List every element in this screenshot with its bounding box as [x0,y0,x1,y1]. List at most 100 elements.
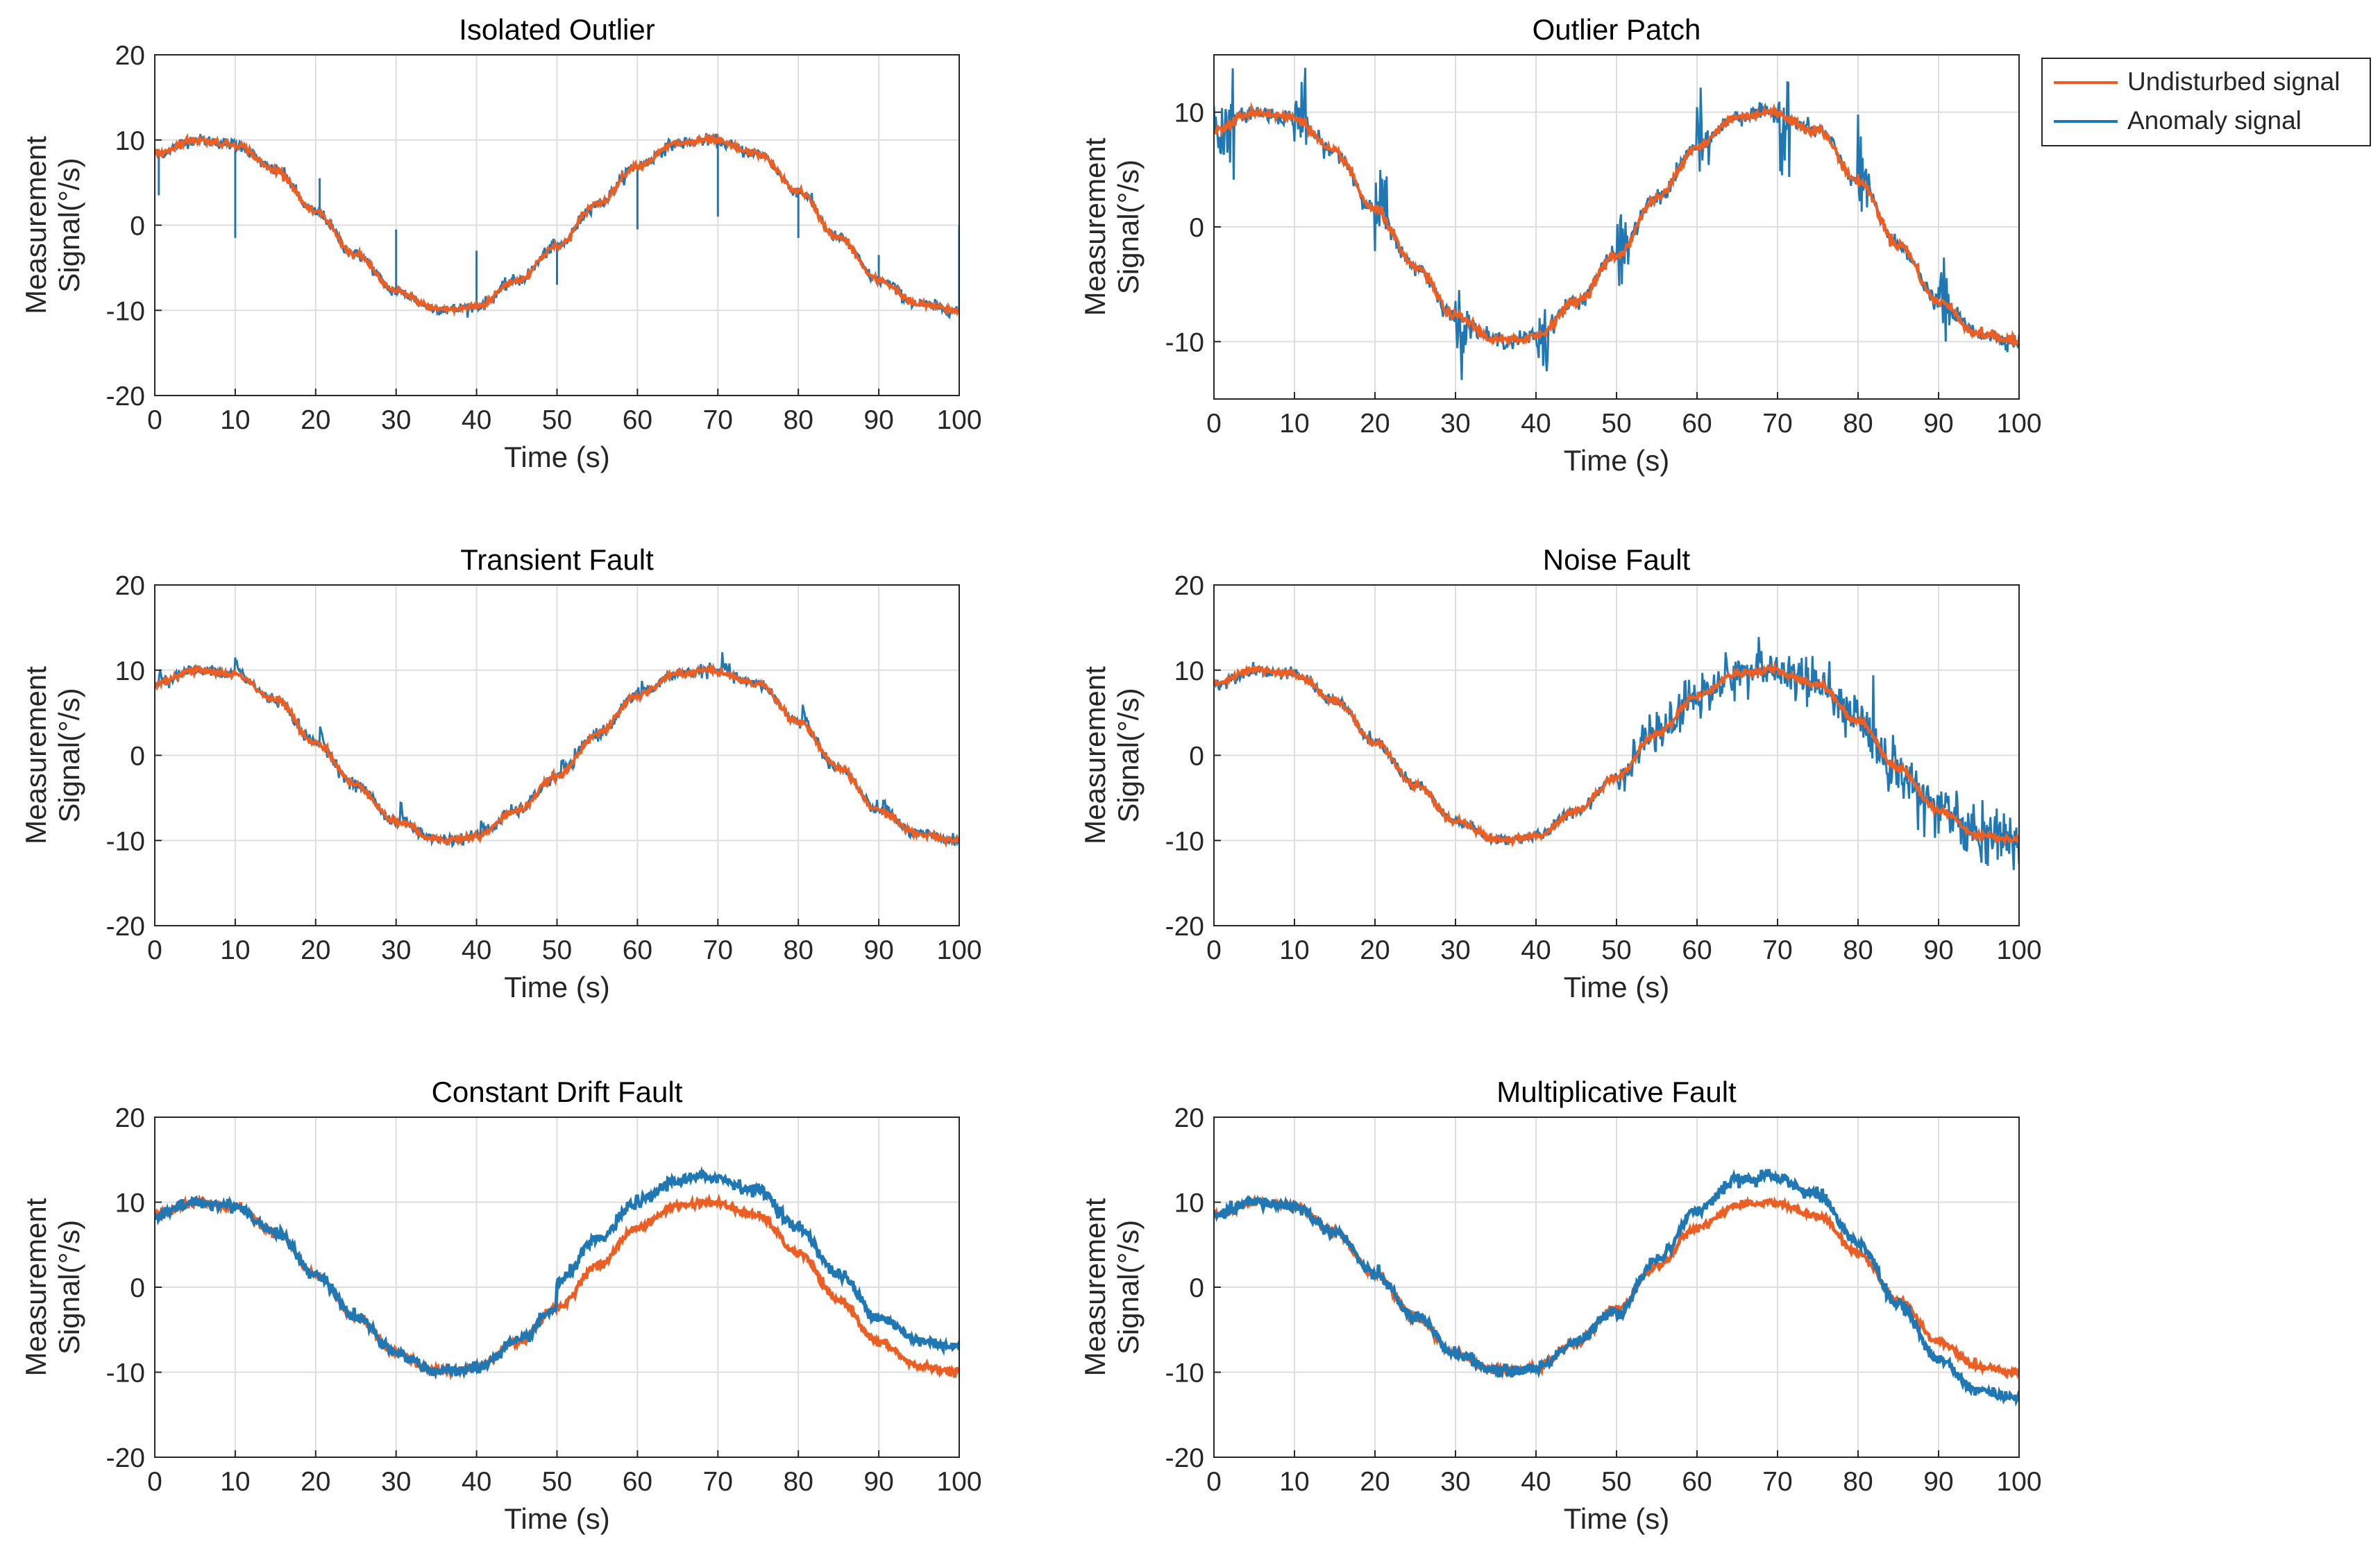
y-tick-label: 0 [130,1273,145,1303]
chart-panel-1: 0 10 20 30 40 50 60 70 80 90 10020100-10-20Isolate… [19,13,982,473]
y-tick-label: -10 [106,296,145,326]
y-tick-label: 0 [1189,1273,1204,1303]
legend-entry-undisturbed: Undisturbed signal [2043,63,2370,102]
x-tick-label: 0 [1206,409,1222,439]
y-tick-label: 10 [1174,99,1204,128]
x-tick-label: 90 [1923,409,1953,439]
series-anomaly-line [155,1166,959,1380]
series-undisturbed-line [1214,101,2019,348]
y-axis-label-line-2: Signal(°/s) [1112,688,1145,822]
x-tick-label: 0 [1206,1467,1222,1497]
y-axis-label-line-1: Measurement [19,1198,52,1376]
x-tick-label: 60 [623,1467,652,1497]
chart-title: Outlier Patch [1533,13,1701,46]
x-tick-label: 30 [381,1467,411,1497]
x-tick-label: 100 [1996,409,2041,439]
x-tick-label: 70 [1762,409,1792,439]
x-tick-label: 90 [863,405,893,435]
y-tick-label: -20 [1165,1443,1204,1473]
y-tick-label: -10 [1165,826,1204,856]
series-undisturbed-line [155,662,959,849]
x-tick-label: 90 [863,935,893,965]
x-tick-label: 40 [462,405,491,435]
y-tick-label: 0 [1189,742,1204,772]
x-tick-label: 60 [1682,409,1712,439]
y-tick-label: 0 [130,212,145,241]
x-tick-label: 10 [220,405,250,435]
x-tick-label: 80 [784,935,813,965]
x-tick-label: 20 [1360,409,1390,439]
x-tick-label: 10 [1279,409,1309,439]
x-tick-label: 90 [863,1467,893,1497]
x-axis-label: Time (s) [504,1502,609,1535]
x-tick-label: 30 [1440,409,1470,439]
series-undisturbed-line [1214,661,2019,848]
y-axis-label-line-2: Signal(°/s) [1112,1220,1145,1355]
x-tick-label: 20 [301,405,330,435]
y-axis-label-line-2: Signal(°/s) [53,1220,85,1355]
x-tick-label: 20 [301,1467,330,1497]
chart-title: Transient Fault [460,543,654,576]
x-tick-label: 50 [542,405,572,435]
y-axis-label-line-1: Measurement [1079,1198,1111,1376]
x-tick-label: 50 [1601,935,1631,965]
x-tick-label: 0 [147,1467,162,1497]
x-tick-label: 40 [462,1467,491,1497]
x-tick-label: 20 [1360,1467,1390,1497]
x-tick-label: 10 [220,935,250,965]
x-tick-label: 90 [1923,935,1953,965]
series-anomaly-line [1214,1168,2019,1407]
x-tick-label: 70 [1762,1467,1792,1497]
x-tick-label: 50 [542,1467,572,1497]
y-tick-label: 10 [115,656,145,686]
legend-label-anomaly: Anomaly signal [2127,106,2302,135]
x-tick-label: 30 [381,935,411,965]
x-tick-label: 30 [1440,1467,1470,1497]
x-tick-label: 0 [147,405,162,435]
y-tick-label: -10 [106,1359,145,1389]
y-tick-label: 20 [115,1103,145,1133]
x-tick-label: 30 [1440,935,1470,965]
x-tick-label: 40 [1521,409,1551,439]
chart-title: Constant Drift Fault [432,1076,683,1108]
series-undisturbed-line [155,132,959,317]
chart-panel-6: 0 10 20 30 40 50 60 70 80 90 10020100-10-20Multipl… [1079,1076,2042,1535]
chart-title: Multiplicative Fault [1496,1076,1737,1108]
y-tick-label: 0 [130,742,145,772]
y-tick-label: -10 [1165,1359,1204,1389]
y-axis-label-line-1: Measurement [19,666,52,844]
x-axis-label: Time (s) [1564,444,1669,477]
y-tick-label: -20 [106,912,145,942]
x-tick-label: 70 [703,1467,733,1497]
x-tick-label: 80 [784,1467,813,1497]
chart-panel-3: 0 10 20 30 40 50 60 70 80 90 10020100-10-20Transie… [19,543,982,1003]
y-tick-label: -20 [106,1443,145,1473]
x-tick-label: 100 [1996,935,2041,965]
y-axis-label-line-1: Measurement [1079,137,1111,316]
y-axis-label-line-1: Measurement [1079,666,1111,844]
chart-panel-5: 0 10 20 30 40 50 60 70 80 90 10020100-10-20Constan… [19,1076,982,1535]
y-tick-label: -10 [106,826,145,856]
y-axis-label-line-2: Signal(°/s) [53,158,85,292]
x-tick-label: 20 [1360,935,1390,965]
x-tick-label: 80 [1843,409,1873,439]
x-tick-label: 10 [1279,1467,1309,1497]
x-tick-label: 100 [936,405,981,435]
x-tick-label: 60 [623,935,652,965]
x-tick-label: 80 [784,405,813,435]
x-tick-label: 100 [936,1467,981,1497]
x-tick-label: 20 [301,935,330,965]
x-tick-label: 80 [1843,1467,1873,1497]
chart-title: Isolated Outlier [459,13,655,46]
legend-swatch-undisturbed [2054,81,2118,84]
x-tick-label: 70 [703,405,733,435]
y-tick-label: 20 [1174,571,1204,601]
x-tick-label: 100 [936,935,981,965]
x-tick-label: 70 [1762,935,1792,965]
y-axis-label-line-1: Measurement [19,136,52,314]
y-tick-label: -20 [106,382,145,411]
x-tick-label: 50 [1601,409,1631,439]
y-tick-label: 20 [115,571,145,601]
x-axis-label: Time (s) [504,441,609,473]
